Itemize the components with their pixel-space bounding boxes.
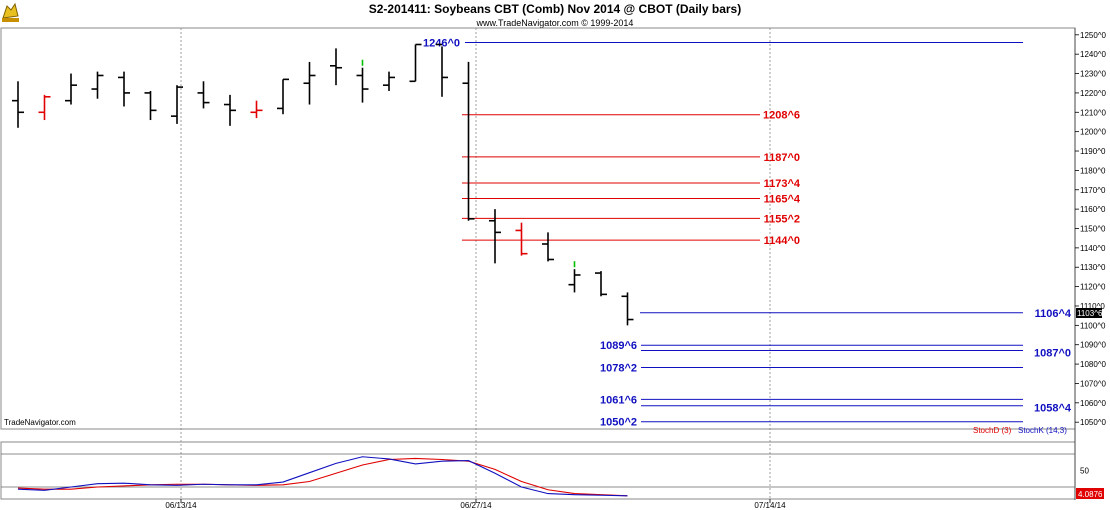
level-label: 1173^4 [764,178,801,190]
stoch-last-label: 4.0876 [1078,490,1103,499]
ohlc-bar [197,81,210,109]
price-tick-label: 1250^0 [1080,31,1107,40]
price-tick-label: 1220^0 [1080,89,1107,98]
ohlc-bar [224,94,236,126]
ohlc-bar [65,73,77,105]
stochastic-lines: 50 [1,453,1089,497]
level-label: 1144^0 [764,235,800,247]
price-tick-label: 1140^0 [1080,244,1106,253]
level-label: 1078^2 [600,362,637,374]
ohlc-bar [542,232,554,262]
ohlc-bar [409,43,422,83]
price-axis: 1250^0 1240^0 1230^0 1220^0 1210^0 1200^0 1190… [1075,31,1107,427]
stochd-line [17,457,628,497]
date-tick-label: 06/13/14 [165,501,197,510]
date-axis: 06/13/14 06/27/14 07/14/14 [165,499,786,510]
stoch-tick-label: 50 [1080,467,1089,476]
ohlc-bar [277,78,289,115]
price-tick-label: 1170^0 [1080,186,1106,195]
price-tick-label: 1090^0 [1080,341,1107,350]
ohlc-bar [330,48,342,86]
level-label: 1155^2 [764,213,800,225]
level-label: 1246^0 [423,38,460,50]
price-tick-label: 1190^0 [1080,147,1106,156]
price-tick-label: 1100^0 [1080,321,1106,330]
price-tick-label: 1230^0 [1080,70,1107,79]
ohlc-bar [356,67,369,103]
level-label: 1165^4 [764,193,801,205]
ohlc-bar [436,43,448,97]
level-label: 1087^0 [1034,348,1071,360]
stochastic-panel [0,441,1076,500]
ohlc-bar [144,90,157,121]
last-price-label: 1103^6 [1077,309,1103,318]
legend-stochd: StochD (3) [973,426,1012,435]
ohlc-bar [515,222,528,256]
level-label: 1061^6 [600,394,637,406]
stochk-line [17,456,628,497]
price-tick-label: 1080^0 [1080,360,1107,369]
date-tick-label: 06/27/14 [460,501,492,510]
date-tick-label: 07/14/14 [754,501,786,510]
level-lines: 1246^0 1208^6 1187^0 1173^4 1165^4 1155^2 1144… [423,38,1072,429]
price-tick-label: 1130^0 [1080,263,1106,272]
ohlc-bar [250,100,263,119]
last-price-box [1076,308,1102,318]
ohlc-bar [462,61,475,221]
ohlc-bar [91,71,104,99]
ohlc-bar [171,85,183,124]
price-tick-label: 1070^0 [1080,379,1107,388]
price-bars [12,43,634,326]
ohlc-bar [489,209,501,264]
trade-navigator-logo-icon [2,2,19,22]
stoch-last-box [1076,488,1104,499]
legend-stochk: StochK (14,3) [1018,426,1067,435]
price-tick-label: 1200^0 [1080,128,1107,137]
price-tick-label: 1150^0 [1080,225,1106,234]
ohlc-bar [38,94,51,121]
chart-title: S2-201411: Soybeans CBT (Comb) Nov 2014 … [369,2,741,16]
level-label: 1058^4 [1034,403,1072,415]
price-panel [0,27,1076,430]
watermark-text: TradeNavigator.com [4,418,76,427]
price-tick-label: 1060^0 [1080,399,1107,408]
ohlc-bar [303,61,316,105]
price-tick-label: 1180^0 [1080,166,1106,175]
level-label: 1050^2 [600,417,637,429]
copyright-text: www.TradeNavigator.com © 1999-2014 [476,18,634,28]
price-tick-label: 1240^0 [1080,50,1107,59]
price-tick-label: 1120^0 [1080,283,1106,292]
ohlc-bar [595,271,607,297]
level-label: 1106^4 [1035,308,1072,320]
price-tick-label: 1210^0 [1080,108,1107,117]
ohlc-bar [118,71,130,107]
ohlc-bar [568,269,581,293]
price-tick-label: 1160^0 [1080,205,1106,214]
price-tick-label: 1110^0 [1080,302,1105,311]
level-label: 1187^0 [764,152,800,164]
ohlc-bar [383,71,395,91]
ohlc-bar [12,81,24,128]
ohlc-bar [621,292,634,326]
price-tick-label: 1050^0 [1080,418,1107,427]
level-label: 1208^6 [763,110,800,122]
level-label: 1089^6 [600,340,637,352]
